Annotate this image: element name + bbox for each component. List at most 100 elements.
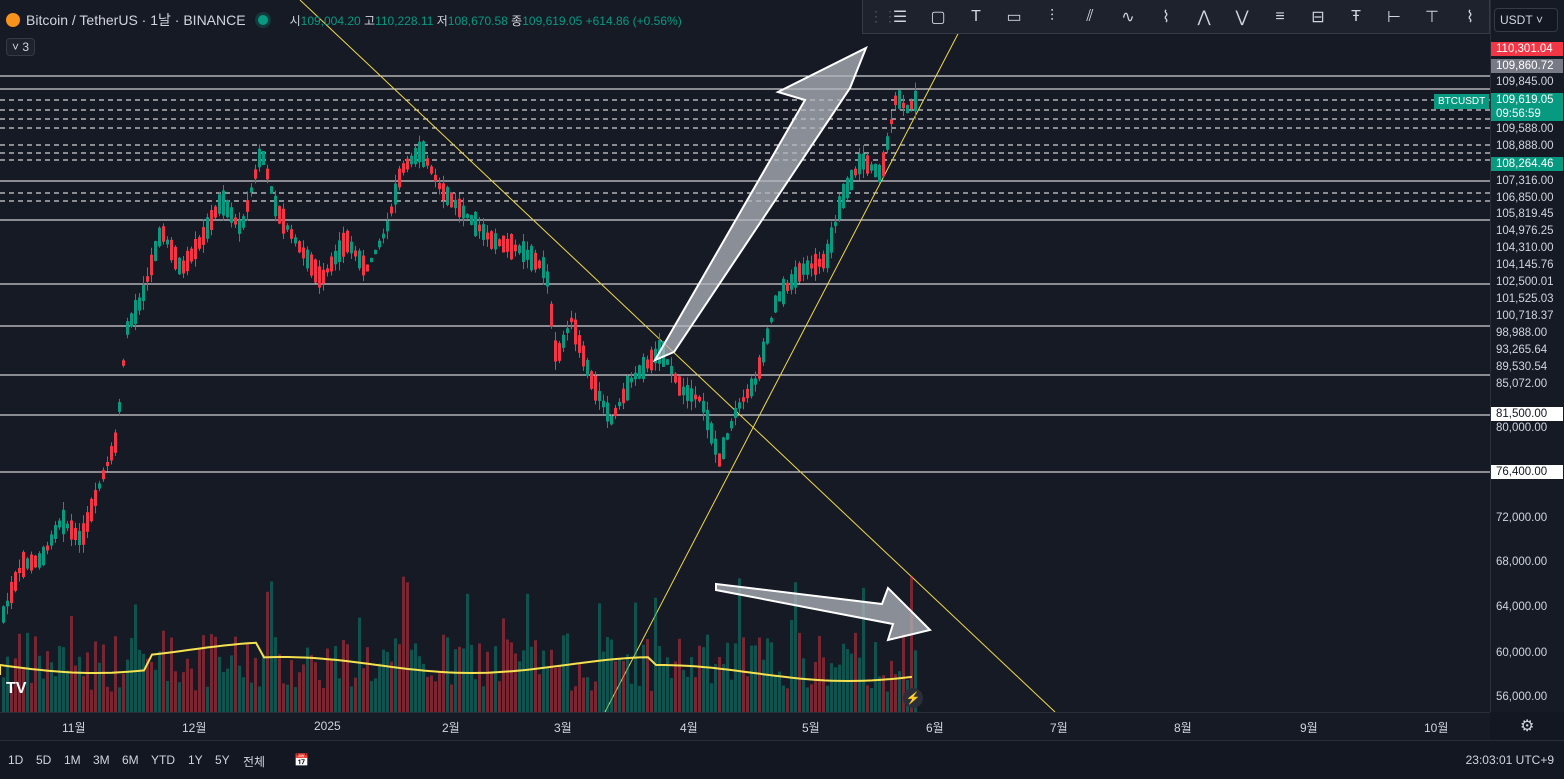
volume-bar [654,597,657,712]
parallel-channel-icon[interactable]: ⫽ [1086,7,1094,25]
volume-bar [362,668,365,712]
candle-body [634,372,637,380]
timeframe-button[interactable]: 전체 [243,755,266,769]
abcd-icon[interactable]: ⋁ [1235,8,1249,26]
long-position-icon[interactable]: ⊟ [1311,8,1325,26]
price-label: 109,845.00 [1496,76,1554,88]
candle-body [530,245,533,271]
elliott-icon[interactable]: ⋀ [1197,8,1211,26]
volume-bar [382,649,385,712]
indicators-toggle[interactable]: ˅ 3 [6,38,36,56]
currency-select[interactable]: USDT ˅ [1494,8,1558,32]
candle-body [14,572,17,591]
tradingview-logo[interactable]: TV [6,680,27,697]
candle-body [790,274,793,290]
volume-bar [590,690,593,712]
volume-bar [242,677,245,712]
candle-body [510,233,513,260]
timeframe-button[interactable]: 5Y [215,753,230,767]
chart-canvas[interactable] [0,0,1490,712]
volume-bar [78,656,81,712]
candle-body [246,200,249,212]
calendar-icon[interactable]: 📅 [294,753,309,767]
chart-area[interactable]: Bitcoin / TetherUS · 1날 · BINANCE 시109,0… [0,0,1490,712]
volume-bar [874,642,877,712]
volume-bar [614,661,617,712]
volume-bar [390,661,393,712]
volume-bar [534,640,537,712]
candle-body [330,256,333,272]
rectangle-icon[interactable]: ▢ [930,8,946,26]
volume-bar [474,679,477,712]
candle-body [738,402,741,409]
volume-bar [902,633,905,712]
text-note-icon[interactable]: Ŧ [1351,7,1361,25]
volume-bar [150,661,153,712]
candle-body [794,266,797,288]
timeframe-button[interactable]: 1D [8,753,24,767]
curve-icon[interactable]: ∿ [1121,8,1135,26]
symbol-title[interactable]: Bitcoin / TetherUS · 1날 · BINANCE [26,12,246,28]
candle-body [558,343,561,361]
volume-bar [358,617,361,712]
drag-handle-icon[interactable]: ⋮⋮ [869,8,897,24]
volume-bar [338,678,341,712]
timeframe-button[interactable]: 5D [36,753,52,767]
price-label: 102,500.01 [1496,276,1554,288]
path-icon[interactable]: ⌇ [1162,8,1170,26]
candle-body [466,213,469,219]
volume-bar [354,677,357,712]
trend-icon[interactable]: ⌇ [1466,8,1474,26]
timeframe-button[interactable]: 3M [93,753,110,767]
candle-body [890,119,893,125]
anchor-text-icon[interactable]: ⊤ [1425,8,1439,26]
volume-bar [98,662,101,712]
candle-body [54,525,57,539]
pattern-icon[interactable]: ≡ [1275,7,1285,25]
candle-body [546,271,549,287]
flash-icon[interactable]: ⚡ [903,688,923,708]
text-icon[interactable]: T [971,7,981,25]
candle-body [550,303,553,327]
candle-body [146,276,149,282]
candle-body [338,240,341,262]
volume-bar [442,634,445,712]
ascending-trendline [604,29,961,712]
volume-bar [214,636,217,712]
candle-body [854,168,857,176]
timeframe-button[interactable]: 1Y [188,753,203,767]
candle-body [798,263,801,282]
volume-bar [886,691,889,712]
timeframe-button[interactable]: 6M [122,753,139,767]
horizontal-lines-icon[interactable]: ☰ [892,8,908,26]
candle-body [670,365,673,375]
fib-icon[interactable]: ⫶ [1049,7,1054,25]
volume-bar [638,685,641,712]
time-axis[interactable]: 11월 12월 2025 2월 3월 4월 5월 6월 7월 8월 9월 10월 [0,712,1490,741]
callout-icon[interactable]: ▭ [1006,8,1022,26]
volume-bar [502,618,505,712]
candle-body [710,423,713,444]
candle-body [842,183,845,209]
candle-body [910,100,913,110]
timeframe-button[interactable]: 1M [64,753,81,767]
volume-bar [566,633,569,712]
date-range-icon[interactable]: ⊢ [1387,8,1401,26]
candle-body [742,397,745,402]
volume-bar [914,650,917,712]
volume-bar [194,690,197,712]
volume-bar [486,651,489,712]
volume-bar [682,669,685,712]
timeframe-button[interactable]: YTD [151,753,175,767]
clock[interactable]: 23:03:01 UTC+9 [1465,753,1554,767]
volume-bar [814,662,817,712]
volume-bar [718,657,721,712]
candle-body [722,437,725,460]
volume-bar [418,656,421,712]
candle-body [374,249,377,255]
candle-body [282,208,285,234]
candle-body [826,243,829,269]
volume-bar [858,657,861,712]
settings-icon[interactable]: ⚙ [1520,718,1535,735]
volume-bar [734,643,737,712]
